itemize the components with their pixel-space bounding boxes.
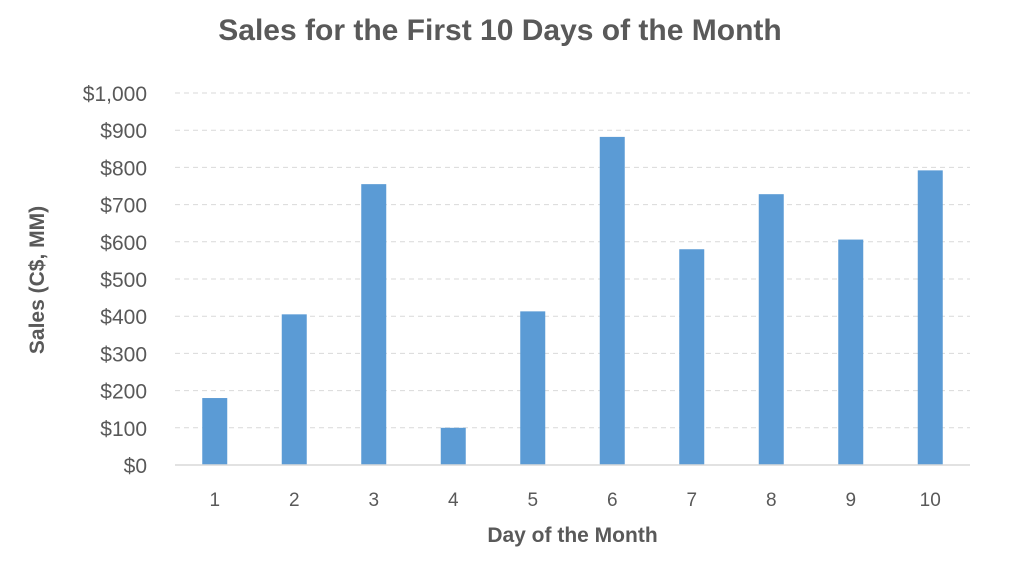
bar — [281, 314, 307, 465]
y-tick-label: $100 — [100, 418, 147, 441]
x-tick-label: 9 — [845, 490, 856, 511]
y-axis-ticks: $0 $100 $200 $300 $400 $500 $600 $700 $800 $900 $1… — [83, 83, 147, 478]
x-tick-label: 3 — [368, 490, 379, 511]
bar — [917, 170, 943, 465]
y-tick-label: $1,000 — [83, 83, 147, 106]
y-tick-label: $600 — [100, 232, 147, 255]
bar — [838, 239, 864, 465]
x-tick-label: 2 — [289, 490, 300, 511]
bar — [599, 136, 625, 465]
x-tick-label: 4 — [448, 490, 459, 511]
y-tick-label: $300 — [100, 343, 147, 366]
bar — [361, 184, 387, 465]
bar — [520, 311, 546, 465]
y-tick-label: $500 — [100, 269, 147, 292]
bars — [202, 136, 943, 465]
y-tick-label: $200 — [100, 381, 147, 404]
x-tick-label: 5 — [527, 490, 538, 511]
y-axis-label: Sales (C$, MM) — [26, 205, 49, 355]
y-tick-label: $800 — [100, 157, 147, 180]
gridlines — [175, 92, 970, 429]
x-axis-ticks: 1 2 3 4 5 6 7 8 9 10 — [209, 490, 940, 511]
x-tick-label: 10 — [920, 490, 941, 511]
x-tick-label: 1 — [209, 490, 220, 511]
x-tick-label: 6 — [607, 490, 618, 511]
x-tick-label: 7 — [686, 490, 697, 511]
y-tick-label: $900 — [100, 120, 147, 143]
y-tick-label: $700 — [100, 195, 147, 218]
x-axis-label: Day of the Month — [487, 524, 658, 547]
y-tick-label: $0 — [124, 455, 147, 478]
bar — [758, 194, 784, 465]
y-tick-label: $400 — [100, 306, 147, 329]
bar — [679, 249, 705, 465]
bar — [440, 427, 466, 465]
x-tick-label: 8 — [766, 490, 777, 511]
chart-title: Sales for the First 10 Days of the Month — [218, 14, 782, 47]
bar — [202, 398, 228, 465]
